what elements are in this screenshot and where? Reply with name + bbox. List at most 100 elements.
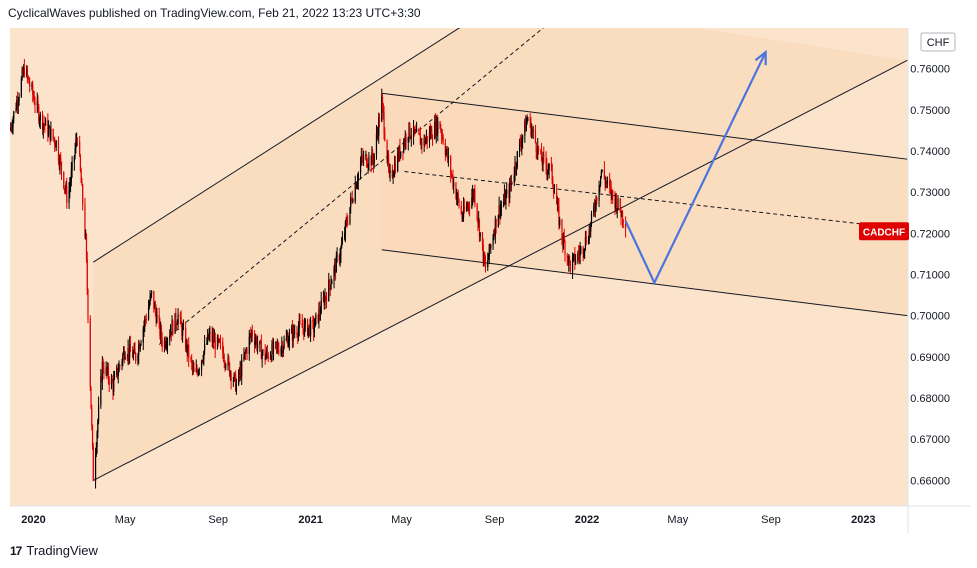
candlestick-chart[interactable]: CHF 0.760000.750000.740000.730000.720000… — [10, 0, 970, 533]
ascending-channel-lower-line[interactable] — [93, 59, 908, 481]
ascending-channel-median-line[interactable] — [158, 0, 594, 345]
candle — [587, 235, 590, 245]
candle — [303, 328, 305, 341]
descending-channel-median-line[interactable] — [404, 171, 908, 230]
candle — [478, 211, 480, 228]
candle — [41, 110, 44, 135]
candle — [356, 181, 358, 190]
candle — [352, 198, 354, 203]
candle — [322, 290, 325, 303]
candle — [375, 124, 378, 160]
candle — [606, 176, 609, 189]
candle — [336, 247, 338, 263]
candle — [394, 156, 396, 174]
candle — [260, 339, 262, 343]
candle — [84, 197, 86, 239]
candle — [283, 335, 285, 350]
candle — [425, 137, 427, 145]
candle — [132, 346, 134, 359]
candle — [437, 116, 439, 142]
candle — [21, 66, 23, 81]
candle — [542, 151, 544, 172]
candle — [518, 138, 521, 158]
candle — [188, 337, 190, 367]
candle — [472, 184, 474, 206]
candle — [430, 125, 432, 140]
candle — [601, 169, 603, 173]
candle — [339, 248, 341, 267]
candle — [403, 138, 405, 154]
candle — [606, 180, 608, 189]
candle — [441, 129, 443, 141]
candle — [604, 175, 606, 191]
candle — [55, 139, 57, 152]
candle — [122, 346, 125, 356]
candle — [308, 324, 310, 336]
candle — [456, 192, 459, 206]
time-axis-bg — [10, 506, 970, 533]
ascending-channel-upper-line[interactable] — [93, 0, 505, 263]
candle — [172, 319, 174, 337]
candle — [378, 112, 380, 144]
descending-channel-lower-line[interactable] — [381, 249, 908, 317]
candle — [439, 120, 441, 130]
candle — [531, 127, 534, 138]
candle — [100, 369, 102, 409]
currency-label-box[interactable] — [920, 32, 956, 52]
candle — [398, 144, 400, 162]
candle — [196, 364, 198, 375]
candle — [324, 288, 326, 310]
candle — [610, 180, 612, 204]
candle — [246, 347, 248, 360]
candle — [269, 351, 272, 360]
candle — [388, 162, 390, 178]
candle — [272, 337, 274, 355]
candle — [297, 320, 300, 342]
candle — [356, 173, 359, 190]
candle — [579, 241, 581, 265]
candle — [492, 233, 494, 250]
candle — [524, 118, 526, 143]
candle — [95, 442, 97, 458]
candle — [447, 145, 449, 163]
candle — [620, 206, 622, 226]
candle — [476, 202, 478, 222]
candle — [562, 232, 565, 250]
candle — [341, 236, 343, 249]
candle — [154, 300, 156, 317]
candle — [145, 313, 147, 324]
price-tick-label: 0.70000 — [910, 311, 950, 323]
candle — [260, 334, 262, 360]
candle — [264, 344, 266, 365]
candle — [500, 200, 503, 217]
candle — [344, 226, 346, 241]
candle — [239, 360, 241, 382]
chart-area[interactable]: CHF 0.76000 0.75000 0.74000 0.73000 0.72000 0… — [10, 0, 970, 533]
candle — [112, 378, 114, 400]
candle — [589, 226, 591, 236]
candle — [71, 156, 73, 178]
candle — [261, 350, 263, 368]
candle — [107, 362, 109, 376]
time-axis[interactable]: 2020 May Sep 2021 May Sep 2022 May Sep 2023 — [21, 514, 875, 526]
candle — [575, 254, 577, 265]
candle — [509, 175, 512, 191]
candle — [373, 153, 375, 169]
candle — [559, 216, 561, 229]
candle — [306, 318, 309, 337]
candle — [27, 75, 29, 80]
forecast-path[interactable] — [624, 51, 767, 286]
candle — [124, 351, 126, 361]
descending-channel-upper-line[interactable] — [381, 92, 908, 160]
candle — [609, 172, 611, 194]
candle — [540, 148, 542, 155]
candle — [451, 173, 453, 179]
candle — [128, 348, 130, 365]
price-axis[interactable]: 0.76000 0.75000 0.74000 0.73000 0.72000 0.710… — [910, 64, 950, 488]
candle — [487, 253, 490, 260]
candle — [69, 176, 72, 193]
candle — [107, 362, 110, 385]
candle — [275, 341, 278, 354]
candle — [397, 147, 400, 163]
candle — [179, 311, 181, 325]
